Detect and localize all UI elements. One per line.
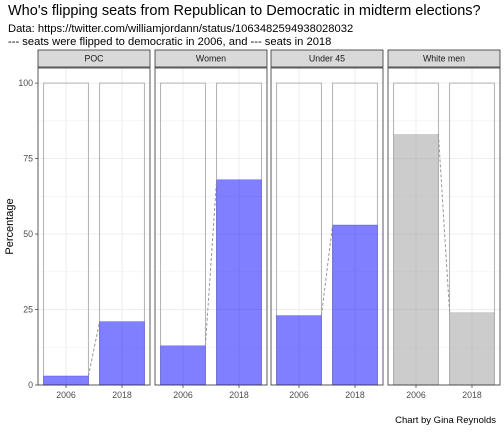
x-tick-label-under-45-2006: 2006 xyxy=(289,390,309,400)
facet-strip-white-men xyxy=(387,49,501,68)
x-tick-label-women-2018: 2018 xyxy=(229,390,249,400)
chart-subtitle-line-1: Data: https://twitter.com/williamjordann… xyxy=(8,23,354,35)
x-tick-label-white-men-2006: 2006 xyxy=(406,390,426,400)
bar-poc-2006 xyxy=(43,375,89,386)
y-tick-label-25: 25 xyxy=(23,305,33,315)
bar-white-men-2006 xyxy=(393,134,439,386)
facet-label-white-men: White men xyxy=(423,54,465,64)
facet-strip-poc xyxy=(37,49,151,68)
bar-under-45-2006 xyxy=(276,315,322,386)
chart-title: Who's flipping seats from Republican to … xyxy=(8,3,481,19)
change-connector-under-45 xyxy=(320,224,334,316)
x-tick-label-poc-2018: 2018 xyxy=(112,390,132,400)
chart-caption: Chart by Gina Reynolds xyxy=(395,415,496,426)
facet-label-under-45: Under 45 xyxy=(309,54,345,64)
y-tick-label-75: 75 xyxy=(23,154,33,164)
y-axis-title: Percentage xyxy=(4,198,16,254)
chart-subtitle-line-2: --- seats were flipped to democratic in … xyxy=(8,36,332,48)
y-tick-label-100: 100 xyxy=(18,78,33,88)
panel-border-poc xyxy=(37,67,151,386)
x-tick-label-poc-2006: 2006 xyxy=(56,390,76,400)
facet-strip-women xyxy=(154,49,268,68)
facet-label-poc: POC xyxy=(84,54,104,64)
bar-under-45-2018 xyxy=(332,224,378,386)
bar-poc-2018 xyxy=(99,321,145,386)
bar-women-2006 xyxy=(160,345,206,386)
panel-border-under-45 xyxy=(270,67,384,386)
x-tick-label-under-45-2018: 2018 xyxy=(345,390,365,400)
panel-border-white-men xyxy=(387,67,501,386)
bar-women-2018 xyxy=(216,179,262,386)
facet-strip-under-45 xyxy=(270,49,384,68)
panel-border-women xyxy=(154,67,268,386)
x-tick-label-white-men-2018: 2018 xyxy=(462,390,482,400)
x-tick-label-women-2006: 2006 xyxy=(173,390,193,400)
change-connector-poc xyxy=(87,321,101,377)
facet-label-women: Women xyxy=(196,54,226,64)
y-tick-label-0: 0 xyxy=(28,380,33,390)
bar-white-men-2018 xyxy=(449,312,495,386)
y-tick-label-50: 50 xyxy=(23,229,33,239)
change-connector-women xyxy=(204,179,218,346)
